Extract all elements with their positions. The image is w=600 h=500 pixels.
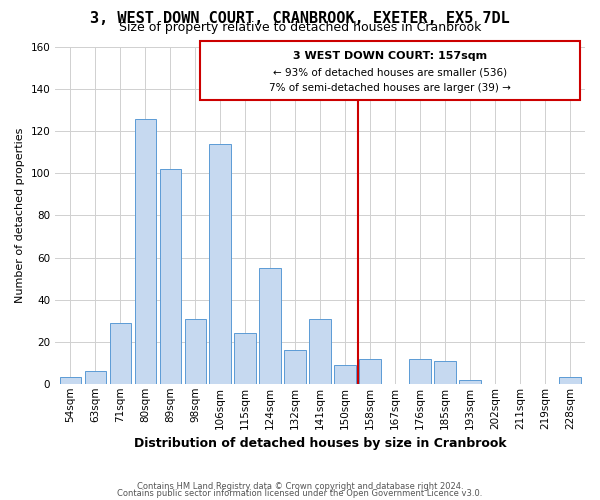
Bar: [185, 318, 206, 384]
Bar: [134, 118, 156, 384]
Bar: [110, 323, 131, 384]
Y-axis label: Number of detached properties: Number of detached properties: [15, 128, 25, 303]
Bar: [434, 360, 455, 384]
Bar: [460, 380, 481, 384]
Text: 3 WEST DOWN COURT: 157sqm: 3 WEST DOWN COURT: 157sqm: [293, 50, 487, 60]
X-axis label: Distribution of detached houses by size in Cranbrook: Distribution of detached houses by size …: [134, 437, 506, 450]
Text: ← 93% of detached houses are smaller (536): ← 93% of detached houses are smaller (53…: [273, 67, 507, 77]
Bar: [235, 334, 256, 384]
Text: Contains HM Land Registry data © Crown copyright and database right 2024.: Contains HM Land Registry data © Crown c…: [137, 482, 463, 491]
Text: 3, WEST DOWN COURT, CRANBROOK, EXETER, EX5 7DL: 3, WEST DOWN COURT, CRANBROOK, EXETER, E…: [90, 11, 510, 26]
Text: Contains public sector information licensed under the Open Government Licence v3: Contains public sector information licen…: [118, 488, 482, 498]
Bar: [409, 358, 431, 384]
Bar: [359, 358, 380, 384]
Bar: [59, 378, 81, 384]
Bar: [310, 318, 331, 384]
Text: 7% of semi-detached houses are larger (39) →: 7% of semi-detached houses are larger (3…: [269, 83, 511, 93]
Bar: [209, 144, 231, 384]
Text: Size of property relative to detached houses in Cranbrook: Size of property relative to detached ho…: [119, 22, 481, 35]
Bar: [559, 378, 581, 384]
Bar: [259, 268, 281, 384]
Bar: [334, 365, 356, 384]
Bar: [284, 350, 306, 384]
Bar: [85, 371, 106, 384]
Bar: [160, 169, 181, 384]
FancyBboxPatch shape: [200, 41, 580, 100]
